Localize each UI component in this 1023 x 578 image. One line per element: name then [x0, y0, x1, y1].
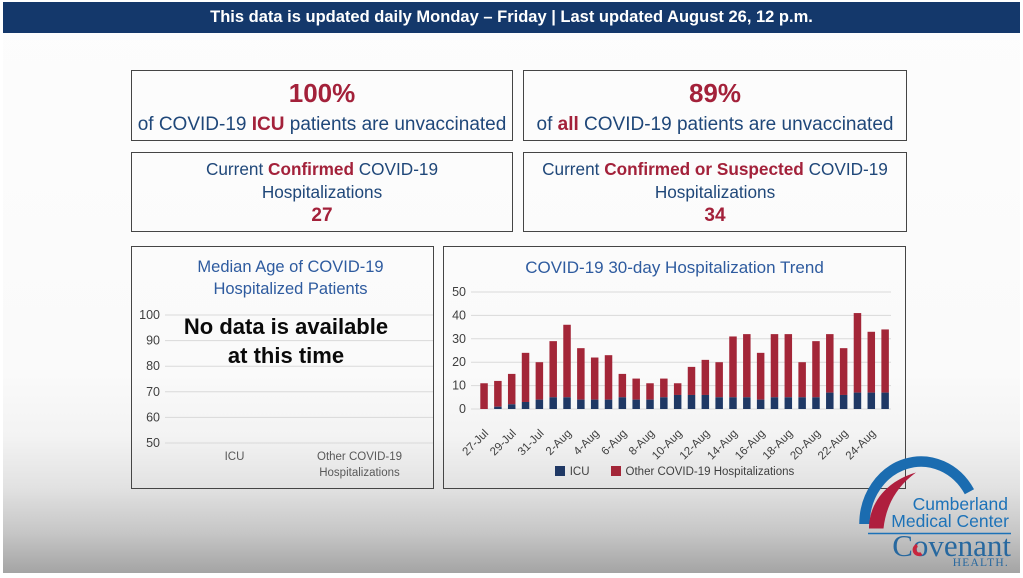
svg-text:30: 30	[452, 332, 466, 346]
svg-text:6-Aug: 6-Aug	[599, 428, 629, 458]
svg-text:2-Aug: 2-Aug	[544, 428, 574, 458]
svg-text:20: 20	[452, 355, 466, 369]
svg-text:70: 70	[146, 385, 160, 399]
svg-text:Cumberland: Cumberland	[913, 494, 1008, 514]
svg-text:50: 50	[146, 436, 160, 450]
svg-text:22-Aug: 22-Aug	[816, 428, 851, 463]
svg-text:0: 0	[459, 402, 466, 416]
svg-text:100: 100	[139, 308, 160, 322]
svg-text:12-Aug: 12-Aug	[678, 428, 713, 463]
svg-text:29-Jul: 29-Jul	[488, 428, 519, 459]
svg-text:18-Aug: 18-Aug	[761, 428, 796, 463]
svg-text:31-Jul: 31-Jul	[516, 428, 547, 459]
svg-text:Medical Center: Medical Center	[891, 511, 1009, 531]
svg-text:4-Aug: 4-Aug	[572, 428, 602, 458]
svg-text:50: 50	[452, 285, 466, 299]
svg-text:80: 80	[146, 359, 160, 373]
svg-text:90: 90	[146, 334, 160, 348]
svg-text:60: 60	[146, 410, 160, 424]
svg-text:14-Aug: 14-Aug	[705, 428, 740, 463]
svg-text:40: 40	[452, 308, 466, 322]
svg-text:27-Jul: 27-Jul	[460, 428, 491, 459]
svg-text:HEALTH.: HEALTH.	[953, 557, 1009, 569]
svg-text:10: 10	[452, 379, 466, 393]
svg-text:Covenant: Covenant	[892, 528, 1011, 563]
